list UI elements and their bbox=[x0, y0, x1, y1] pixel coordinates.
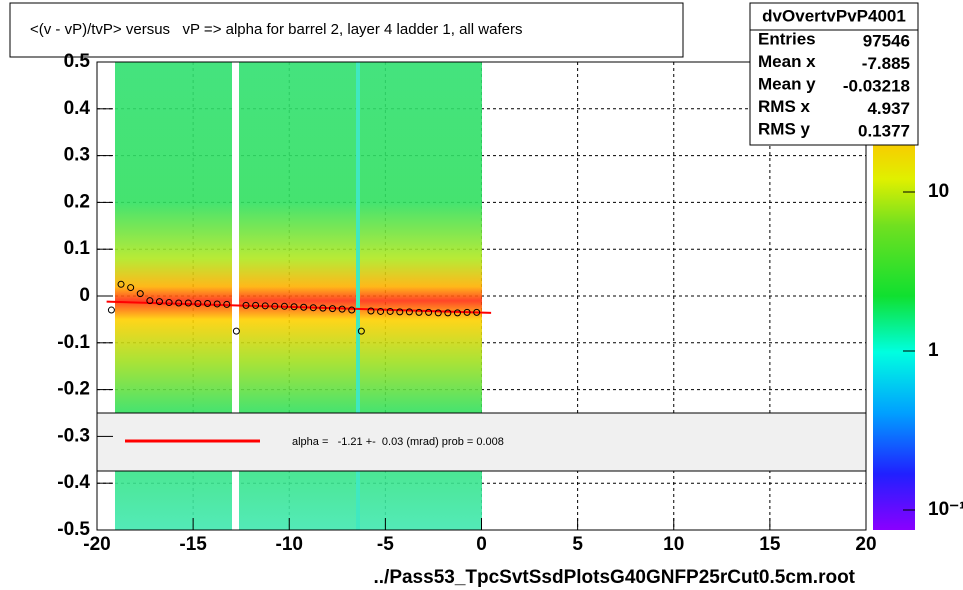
profile-point bbox=[473, 308, 481, 316]
profile-point bbox=[309, 304, 317, 312]
x-tick-label: -5 bbox=[377, 534, 394, 555]
profile-point bbox=[453, 309, 461, 317]
profile-point bbox=[463, 308, 471, 316]
x-tick-label: 10 bbox=[663, 534, 684, 555]
profile-point bbox=[386, 307, 394, 315]
profile-point bbox=[396, 308, 404, 316]
x-axis-label: ../Pass53_TpcSvtSsdPlotsG40GNFP25rCut0.5… bbox=[373, 567, 855, 588]
stats-label: Mean y bbox=[758, 74, 816, 93]
x-tick-label: -10 bbox=[276, 534, 303, 555]
profile-point bbox=[213, 300, 221, 308]
heatmap-column bbox=[356, 62, 360, 530]
profile-point bbox=[415, 308, 423, 316]
y-tick-label: 0.5 bbox=[64, 51, 91, 72]
profile-point bbox=[261, 302, 269, 310]
profile-point bbox=[175, 299, 183, 307]
profile-point bbox=[338, 305, 346, 313]
y-tick-label: 0.4 bbox=[64, 98, 91, 119]
x-tick-label: 0 bbox=[476, 534, 487, 555]
profile-point bbox=[280, 302, 288, 310]
x-tick-label: 20 bbox=[855, 534, 876, 555]
stats-value: 0.1377 bbox=[858, 121, 910, 140]
y-tick-label: 0.3 bbox=[64, 145, 90, 166]
profile-point bbox=[107, 306, 115, 314]
profile-point bbox=[155, 298, 163, 306]
y-tick-label: -0.4 bbox=[57, 472, 90, 493]
x-tick-label: -20 bbox=[83, 534, 110, 555]
stats-value: -0.03218 bbox=[843, 76, 910, 95]
profile-point bbox=[348, 306, 356, 314]
profile-point bbox=[425, 308, 433, 316]
stats-label: RMS x bbox=[758, 97, 811, 116]
legend-label: alpha = -1.21 +- 0.03 (mrad) prob = 0.00… bbox=[292, 436, 504, 448]
profile-point bbox=[290, 303, 298, 311]
stats-value: 4.937 bbox=[867, 99, 910, 118]
profile-point bbox=[127, 284, 135, 292]
y-tick-label: -0.2 bbox=[57, 379, 90, 400]
colorbar-label: 10⁻¹ bbox=[928, 499, 963, 520]
profile-point bbox=[204, 299, 212, 307]
profile-point bbox=[434, 309, 442, 317]
y-tick-label: 0.1 bbox=[64, 238, 91, 259]
x-tick-label: -15 bbox=[179, 534, 207, 555]
marks bbox=[106, 280, 492, 335]
stats-value: -7.885 bbox=[862, 54, 910, 73]
title-box bbox=[9, 2, 684, 58]
profile-point bbox=[252, 301, 260, 309]
stats-label: Entries bbox=[758, 29, 816, 48]
profile-point bbox=[146, 297, 154, 305]
stats-label: RMS y bbox=[758, 119, 811, 138]
profile-point bbox=[223, 300, 231, 308]
profile-point bbox=[184, 299, 192, 307]
profile-point bbox=[136, 290, 144, 298]
chart-title: <(v - vP)/tvP> versus vP => alpha for ba… bbox=[30, 21, 522, 38]
heatmap-gap bbox=[232, 62, 239, 530]
y-tick-label: 0 bbox=[79, 285, 90, 306]
profile-point bbox=[271, 302, 279, 310]
colorbar-label: 10 bbox=[928, 181, 949, 202]
x-tick-label: 15 bbox=[759, 534, 781, 555]
profile-point bbox=[232, 327, 240, 335]
profile-point bbox=[377, 307, 385, 315]
profile-point bbox=[357, 327, 365, 335]
y-tick-label: -0.3 bbox=[57, 425, 90, 446]
stats-value: 97546 bbox=[863, 31, 910, 50]
stats-title: dvOvertvPvP4001 bbox=[762, 6, 906, 25]
colorbar-label: 1 bbox=[928, 340, 939, 361]
profile-point bbox=[367, 307, 375, 315]
y-tick-label: -0.1 bbox=[57, 332, 90, 353]
profile-point bbox=[319, 304, 327, 312]
stats-label: Mean x bbox=[758, 52, 816, 71]
y-tick-label: 0.2 bbox=[64, 191, 90, 212]
profile-point bbox=[405, 308, 413, 316]
profile-point bbox=[300, 303, 308, 311]
profile-point bbox=[444, 309, 452, 317]
profile-point bbox=[329, 305, 337, 313]
y-tick-label: -0.5 bbox=[57, 519, 90, 540]
stats-box bbox=[749, 2, 919, 146]
profile-point bbox=[165, 299, 173, 307]
profile-point bbox=[194, 299, 202, 307]
profile-point bbox=[117, 280, 125, 288]
profile-point bbox=[242, 301, 250, 309]
fit-line bbox=[106, 300, 492, 314]
x-tick-label: 5 bbox=[572, 534, 583, 555]
